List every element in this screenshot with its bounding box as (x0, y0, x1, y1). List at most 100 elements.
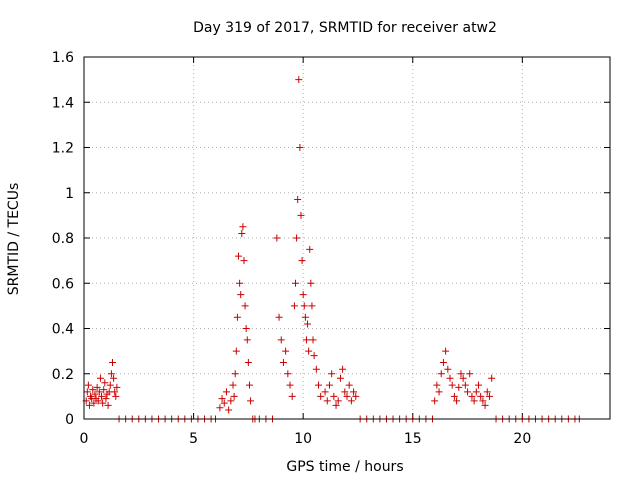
data-point (453, 397, 461, 405)
data-point (102, 395, 110, 403)
data-point (307, 279, 315, 287)
data-point (111, 388, 119, 396)
data-point (305, 347, 313, 355)
data-point (461, 381, 469, 389)
data-point (243, 336, 251, 344)
data-point (294, 196, 302, 204)
data-point (284, 370, 292, 378)
data-point (84, 381, 92, 389)
chart-title: Day 319 of 2017, SRMTID for receiver atw… (193, 20, 497, 36)
y-tick-label: 1.4 (52, 95, 74, 111)
data-point (239, 223, 247, 231)
data-point (332, 401, 340, 409)
data-point (101, 379, 109, 387)
data-point (485, 392, 493, 400)
data-point (328, 370, 336, 378)
data-point (455, 383, 463, 391)
data-point (230, 392, 238, 400)
x-axis-label: GPS time / hours (286, 459, 403, 475)
data-point (298, 257, 306, 265)
data-point (345, 381, 353, 389)
data-point (98, 392, 106, 400)
data-point (247, 397, 255, 405)
data-point (235, 252, 243, 260)
data-point (323, 397, 331, 405)
data-point (295, 76, 303, 84)
data-point (437, 370, 445, 378)
data-point (106, 381, 114, 389)
y-tick-label: 1.2 (52, 141, 74, 157)
data-point (290, 302, 298, 310)
data-point (286, 381, 294, 389)
data-point (233, 313, 241, 321)
data-point (446, 374, 454, 382)
data-point (341, 388, 349, 396)
data-point (457, 370, 465, 378)
data-point (277, 336, 285, 344)
data-point (273, 234, 281, 242)
data-point (297, 211, 305, 219)
data-point (317, 392, 325, 400)
data-point (112, 392, 120, 400)
y-tick-label: 1.6 (52, 50, 74, 66)
x-tick-label: 10 (294, 431, 312, 447)
data-point (343, 392, 351, 400)
y-tick-label: 1 (65, 186, 74, 202)
x-tick-label: 5 (189, 431, 198, 447)
x-tick-label: 20 (513, 431, 531, 447)
data-point (216, 404, 224, 412)
data-point (435, 388, 443, 396)
data-point (282, 347, 290, 355)
data-point (240, 257, 248, 265)
data-point (291, 279, 299, 287)
data-point (325, 381, 333, 389)
data-point (301, 313, 309, 321)
data-point (444, 365, 452, 373)
data-point (442, 347, 450, 355)
data-point (470, 397, 478, 405)
x-tick-label: 15 (404, 431, 422, 447)
data-point (232, 347, 240, 355)
x-tick-label: 0 (80, 431, 89, 447)
plot-frame (83, 56, 611, 420)
data-point (93, 383, 101, 391)
data-points (82, 76, 583, 423)
data-point (352, 392, 360, 400)
data-point (100, 386, 108, 394)
data-point (288, 392, 296, 400)
data-point (299, 291, 307, 299)
data-point (347, 397, 355, 405)
data-point (450, 392, 458, 400)
data-point (99, 399, 107, 407)
y-tick-label: 0.6 (52, 276, 74, 292)
data-point (302, 336, 310, 344)
data-point (483, 388, 491, 396)
data-point (244, 358, 252, 366)
data-point (459, 374, 467, 382)
data-point (300, 302, 308, 310)
data-point (334, 397, 342, 405)
data-point (488, 374, 496, 382)
data-point (293, 234, 301, 242)
data-point (238, 229, 246, 237)
y-axis-label: SRMTID / TECUs (6, 183, 22, 296)
data-point (222, 388, 230, 396)
data-point (279, 358, 287, 366)
data-point (96, 374, 104, 382)
data-point (85, 401, 93, 409)
data-point (321, 388, 329, 396)
data-point (104, 401, 112, 409)
data-point (225, 406, 233, 414)
data-point (330, 392, 338, 400)
data-point (306, 245, 314, 253)
data-point (475, 381, 482, 389)
data-point (90, 399, 98, 407)
data-point (448, 381, 456, 389)
data-point (309, 336, 317, 344)
data-point (464, 388, 472, 396)
data-point (310, 352, 318, 360)
data-point (110, 374, 118, 382)
axis-ticks: 0 0.2 0.4 0.6 0.8 1 1.2 1.4 1.6 0 5 10 15 20 (52, 50, 610, 447)
data-point (218, 395, 226, 403)
